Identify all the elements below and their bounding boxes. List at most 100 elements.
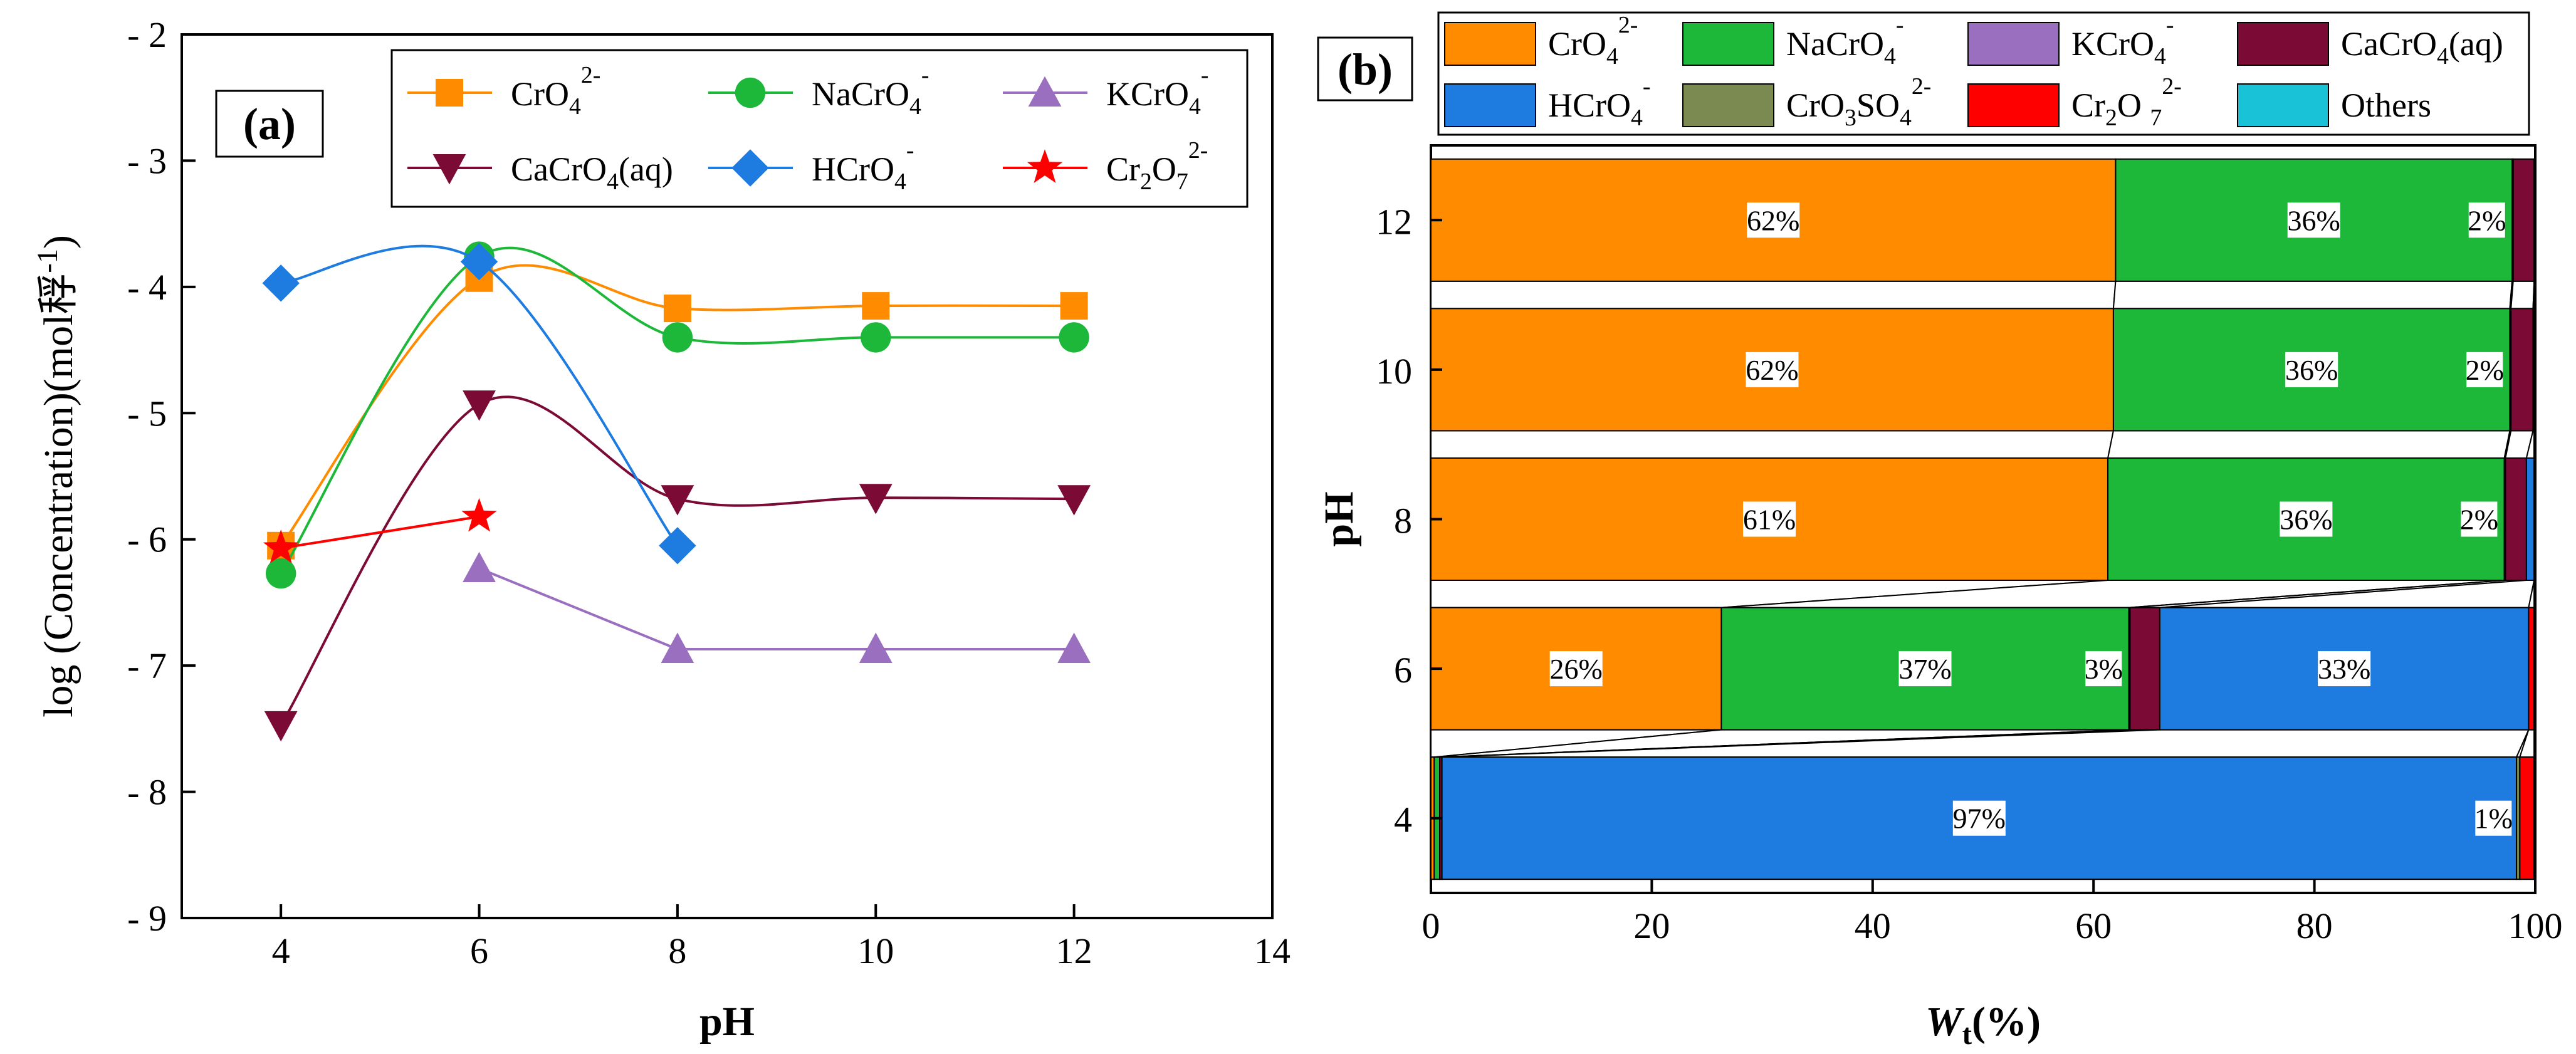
x-tick-label: 10	[857, 931, 894, 971]
legend-swatch-nacro4	[1682, 22, 1774, 66]
legend-marker-hcro4	[731, 149, 769, 187]
x-tick-label: 20	[1633, 905, 1670, 946]
data-label-bg	[2466, 352, 2503, 387]
connector-cacro4-aq-ph10-12	[2510, 280, 2535, 310]
data-point-nacro4-ph10	[861, 322, 891, 353]
data-point-nacro4-ph8	[662, 322, 693, 353]
y-tick-label: 6	[1394, 650, 1412, 691]
data-point-cr2o7-2-ph6	[461, 498, 497, 532]
data-label-bg	[2085, 651, 2122, 687]
legend-swatch-cro3so4-2	[1682, 83, 1774, 127]
data-label-text: 36%	[2280, 504, 2332, 536]
legend-marker-nacro4	[735, 77, 766, 108]
legend-label-hcro4: HCrO4-	[812, 137, 914, 195]
data-point-cacro4-aq-ph8	[661, 485, 694, 516]
data-label-text: 2%	[2466, 354, 2504, 386]
data-label-text: 62%	[1746, 354, 1798, 386]
panel-label: (a)	[243, 99, 296, 149]
data-point-kcro4-ph8	[661, 632, 694, 663]
x-tick-label: 4	[272, 931, 290, 971]
connector-others-ph6-8	[2533, 580, 2536, 608]
legend-item-others: Others	[2237, 83, 2431, 127]
data-labels: 97% 1% 26% 37% 3% 33% 61% 36% 2% 62% 36% 2% 62% 36% 2%	[1549, 202, 2513, 836]
legend-item-cro3so4-2: CrO3SO42-	[1682, 73, 1931, 131]
data-label-bg	[2280, 501, 2333, 537]
legend-marker-cro4-2	[436, 79, 463, 107]
data-point-cro4-2-ph10	[862, 292, 890, 320]
legend-label-kcro4: KCrO4-	[2071, 12, 2174, 70]
data-label-cro4-2-ph8: 61%	[1743, 501, 1796, 537]
x-tick-label: 100	[2508, 905, 2563, 946]
data-point-cacro4-aq-ph6	[463, 390, 496, 421]
data-label-text: 2%	[2468, 204, 2506, 236]
data-label-text: 2%	[2460, 504, 2498, 536]
series-kcro4	[463, 551, 1091, 663]
data-label-cacro4-aq-ph8: 2%	[2460, 501, 2498, 537]
legend-swatch-cr2o7-2	[1967, 83, 2060, 127]
bar-segment-others-ph8	[2533, 457, 2537, 581]
y-tick-label: - 4	[127, 267, 167, 308]
bar-segment-cr2o7-2-ph6	[2528, 607, 2535, 731]
data-label-bg	[1746, 352, 1799, 387]
y-tick-label: - 5	[127, 393, 167, 434]
data-label-bg	[1952, 800, 2006, 836]
legend-marker-cacro4-aq	[432, 154, 466, 185]
data-label-nacro4-ph8: 36%	[2280, 501, 2333, 537]
data-label-bg	[2318, 651, 2371, 687]
data-point-cro4-2-ph12	[1060, 292, 1088, 320]
bar-segment-cacro4-aq-ph6	[2129, 607, 2160, 731]
legend-item-kcro4: KCrO4-	[1003, 62, 1209, 120]
series-cr2o7-2	[263, 498, 497, 563]
legend-item-cro4-2: CrO42-	[407, 62, 600, 120]
legend-marker-kcro4	[1028, 76, 1062, 107]
connector-others-ph10-12	[2533, 280, 2536, 310]
x-tick-label: 60	[2075, 905, 2112, 946]
data-label-text: 1%	[2474, 803, 2513, 835]
connector-nacro4-ph10-12	[2112, 280, 2513, 310]
data-point-hcro4-ph8	[659, 527, 696, 565]
x-tick-label: 14	[1254, 931, 1291, 971]
y-tick-label: 4	[1394, 800, 1412, 840]
data-label-text: 3%	[2085, 653, 2123, 685]
series-line-nacro4	[280, 246, 1074, 575]
y-tick-label: - 7	[127, 645, 167, 686]
data-label-nacro4-ph10: 36%	[2285, 352, 2338, 387]
y-axis-label: log (Concentration)(mol稃-1)	[31, 235, 81, 717]
legend-item-cro4-2: CrO42-	[1444, 12, 1638, 70]
data-point-kcro4-ph12	[1057, 632, 1091, 663]
legend-item-nacro4: NaCrO4-	[1682, 12, 1903, 70]
bar-segment-others-ph10	[2533, 308, 2537, 432]
data-label-hcro4-ph6: 33%	[2318, 651, 2371, 687]
data-label-text: 61%	[1743, 504, 1796, 536]
data-point-hcro4-ph6	[460, 243, 498, 281]
data-label-bg	[2285, 352, 2338, 387]
data-label-cro4-2-ph10: 62%	[1746, 352, 1799, 387]
y-tick-label: 8	[1394, 501, 1412, 541]
legend-label-nacro4: NaCrO4-	[1786, 12, 1903, 70]
bar-segment-others-ph12	[2533, 158, 2537, 282]
connector-others-ph4-6	[2533, 729, 2536, 758]
legend-item-nacro4: NaCrO4-	[708, 62, 929, 120]
data-label-cacro4-aq-ph12: 2%	[2468, 202, 2506, 238]
bar-ph-6	[1430, 607, 2537, 731]
data-point-cacro4-aq-ph4	[264, 711, 298, 742]
data-label-bg	[1743, 501, 1796, 537]
x-tick-label: 80	[2296, 905, 2333, 946]
data-point-nacro4-ph12	[1059, 322, 1089, 353]
legend-label-cro3so4-2: CrO3SO42-	[1786, 73, 1931, 131]
data-point-kcro4-ph6	[463, 551, 496, 583]
data-label-cacro4-aq-ph6: 3%	[2085, 651, 2123, 687]
series-nacro4	[265, 241, 1089, 589]
legend-item-cacro4-aq: CaCrO4(aq)	[2237, 22, 2503, 70]
data-label-cacro4-aq-ph10: 2%	[2466, 352, 2504, 387]
legend-label-nacro4: NaCrO4-	[812, 62, 929, 120]
panel-label-box	[1317, 36, 1413, 102]
data-label-bg	[1549, 651, 1603, 687]
y-axis-label: pH	[1316, 491, 1362, 546]
series-line-cr2o7-2	[280, 515, 479, 550]
data-label-bg	[2461, 501, 2498, 537]
legend-label-cr2o7-2: Cr2O 72-	[2071, 73, 2182, 131]
x-tick-label: 12	[1056, 931, 1092, 971]
data-label-text: 26%	[1550, 653, 1603, 685]
